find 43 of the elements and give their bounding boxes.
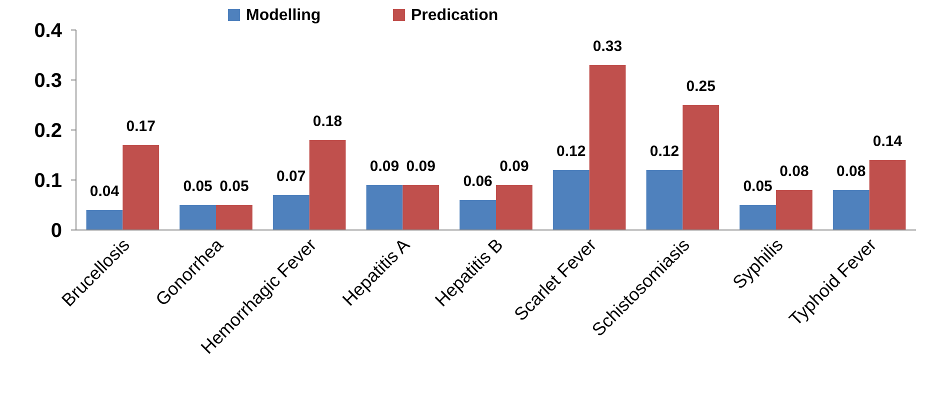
y-tick-label: 0.3 [34, 70, 62, 92]
data-label: 0.09 [406, 158, 436, 175]
bar [552, 170, 590, 230]
legend-label: Modelling [246, 7, 321, 24]
y-tick-label: 0 [50, 220, 62, 242]
bar [832, 190, 870, 230]
bar [309, 140, 346, 230]
data-label: 0.05 [183, 178, 212, 195]
bar [646, 170, 683, 230]
data-label: 0.12 [650, 143, 680, 160]
y-tick-label: 0.1 [34, 170, 62, 192]
data-label: 0.17 [126, 118, 156, 135]
bar [366, 185, 403, 230]
data-label: 0.07 [276, 168, 306, 185]
bar [682, 105, 720, 230]
data-label: 0.14 [872, 133, 903, 150]
bar [496, 185, 532, 230]
bar [740, 205, 776, 230]
data-label: 0.25 [686, 78, 716, 95]
bar [589, 65, 626, 230]
bar [460, 200, 496, 230]
bar [869, 160, 906, 230]
bar [216, 205, 252, 230]
legend-label: Predication [411, 7, 498, 24]
y-tick-label: 0.2 [34, 120, 62, 142]
bar [402, 185, 440, 230]
data-label: 0.08 [836, 163, 866, 180]
bar [776, 190, 812, 230]
data-label: 0.09 [370, 158, 400, 175]
data-label: 0.08 [780, 163, 809, 180]
data-label: 0.12 [556, 143, 586, 160]
data-label: 0.09 [500, 158, 529, 175]
bar [272, 195, 310, 230]
data-label: 0.05 [220, 178, 249, 195]
data-label: 0.18 [312, 113, 342, 130]
bar [86, 210, 123, 230]
data-label: 0.04 [90, 183, 120, 200]
bar [122, 145, 160, 230]
data-label: 0.06 [463, 173, 492, 190]
data-label: 0.33 [592, 38, 622, 55]
data-label: 0.05 [743, 178, 772, 195]
y-tick-label: 0.4 [34, 20, 63, 42]
bar [180, 205, 216, 230]
